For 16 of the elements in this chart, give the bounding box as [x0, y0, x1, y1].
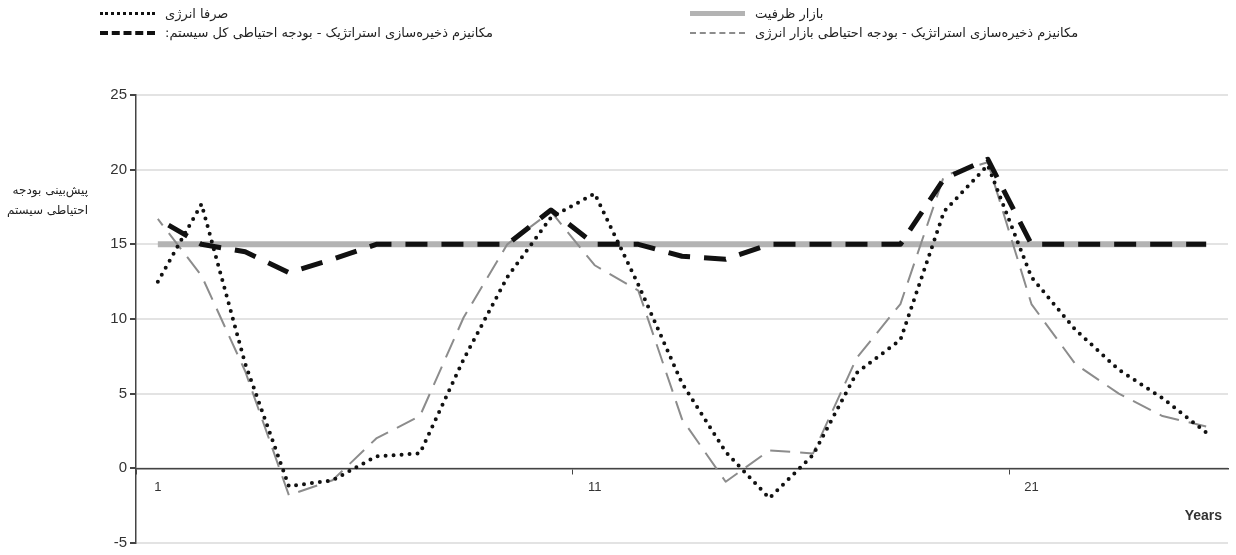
y-axis-title: پیش‌بینی بودجه احتیاطی سیستم	[6, 182, 88, 219]
y-tick-label: 25	[110, 85, 127, 103]
y-tick-label: 0	[118, 458, 127, 476]
legend-label: بازار ظرفیت	[755, 6, 824, 21]
y-tick-label: 5	[118, 383, 127, 401]
y-tick-label: 20	[110, 159, 127, 177]
x-tick-label: 11	[587, 478, 602, 494]
x-tick-label: 1	[154, 478, 162, 494]
y-tick-label: 10	[110, 309, 127, 327]
y-tick-label: 15	[110, 234, 127, 252]
legend-label: صرفا انرژی	[165, 6, 229, 21]
legend-label: مکانیزم ذخیره‌سازی استراتژیک - بودجه احتیاطی بازار انرژی	[755, 25, 1079, 40]
y-tick-label: -5	[113, 533, 127, 551]
x-tick-label: 21	[1024, 478, 1039, 494]
legend-label: مکانیزم ذخیره‌سازی استراتژیک - بودجه احتیاطی کل سیستم:	[165, 25, 493, 40]
x-axis-title: Years	[1184, 507, 1222, 523]
